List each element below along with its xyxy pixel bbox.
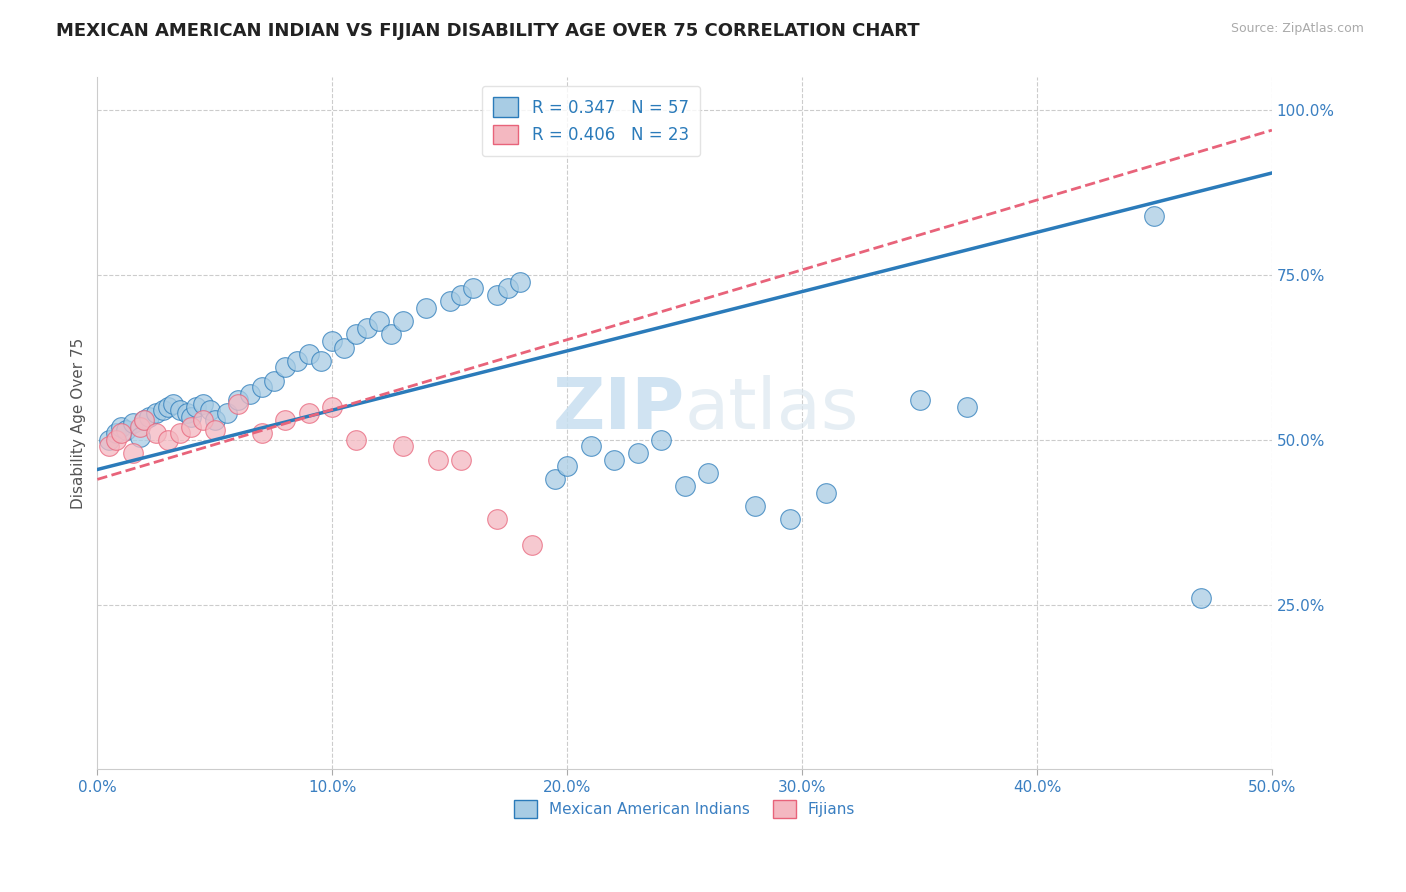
Point <box>298 347 321 361</box>
Point <box>744 499 766 513</box>
Point <box>226 393 249 408</box>
Point <box>105 433 128 447</box>
Point <box>184 400 207 414</box>
Point <box>138 409 160 424</box>
Point <box>198 403 221 417</box>
Point <box>162 396 184 410</box>
Point <box>650 433 672 447</box>
Point <box>128 419 150 434</box>
Point <box>485 512 508 526</box>
Point <box>180 409 202 424</box>
Point <box>463 281 485 295</box>
Point <box>239 386 262 401</box>
Text: atlas: atlas <box>685 375 859 444</box>
Point <box>169 403 191 417</box>
Point <box>274 413 297 427</box>
Point <box>285 353 308 368</box>
Point <box>333 341 356 355</box>
Point <box>156 400 179 414</box>
Point <box>114 423 136 437</box>
Point <box>176 407 198 421</box>
Point <box>1143 209 1166 223</box>
Point <box>485 288 508 302</box>
Point <box>121 417 143 431</box>
Point <box>169 426 191 441</box>
Point <box>555 459 578 474</box>
Point <box>110 419 132 434</box>
Point <box>603 452 626 467</box>
Point <box>380 327 402 342</box>
Point <box>344 327 367 342</box>
Point <box>356 321 378 335</box>
Point <box>250 426 273 441</box>
Legend: Mexican American Indians, Fijians: Mexican American Indians, Fijians <box>508 794 862 824</box>
Point <box>274 360 297 375</box>
Point <box>579 439 602 453</box>
Point <box>298 407 321 421</box>
Text: MEXICAN AMERICAN INDIAN VS FIJIAN DISABILITY AGE OVER 75 CORRELATION CHART: MEXICAN AMERICAN INDIAN VS FIJIAN DISABI… <box>56 22 920 40</box>
Point <box>263 374 285 388</box>
Point <box>509 275 531 289</box>
Point <box>439 294 461 309</box>
Point <box>321 400 343 414</box>
Point <box>191 413 214 427</box>
Point <box>145 426 167 441</box>
Point <box>105 426 128 441</box>
Point <box>250 380 273 394</box>
Point <box>110 426 132 441</box>
Point <box>498 281 520 295</box>
Point <box>215 407 238 421</box>
Point <box>391 439 413 453</box>
Point <box>98 433 121 447</box>
Point <box>152 403 174 417</box>
Point <box>779 512 801 526</box>
Point <box>450 452 472 467</box>
Point <box>391 314 413 328</box>
Point <box>368 314 391 328</box>
Point <box>156 433 179 447</box>
Point <box>204 413 226 427</box>
Point <box>134 413 156 427</box>
Point <box>427 452 450 467</box>
Point <box>344 433 367 447</box>
Point <box>627 446 650 460</box>
Text: Source: ZipAtlas.com: Source: ZipAtlas.com <box>1230 22 1364 36</box>
Point <box>309 353 332 368</box>
Point <box>204 423 226 437</box>
Point <box>544 472 567 486</box>
Point <box>955 400 977 414</box>
Point <box>98 439 121 453</box>
Point <box>128 429 150 443</box>
Point <box>134 413 156 427</box>
Point <box>1189 591 1212 605</box>
Point <box>191 396 214 410</box>
Point <box>226 396 249 410</box>
Point <box>121 446 143 460</box>
Point <box>520 538 543 552</box>
Point <box>450 288 472 302</box>
Point <box>180 419 202 434</box>
Point <box>321 334 343 348</box>
Y-axis label: Disability Age Over 75: Disability Age Over 75 <box>72 338 86 509</box>
Point <box>697 466 720 480</box>
Point <box>814 485 837 500</box>
Point <box>145 407 167 421</box>
Point <box>673 479 696 493</box>
Text: ZIP: ZIP <box>553 375 685 444</box>
Point <box>908 393 931 408</box>
Point <box>415 301 437 315</box>
